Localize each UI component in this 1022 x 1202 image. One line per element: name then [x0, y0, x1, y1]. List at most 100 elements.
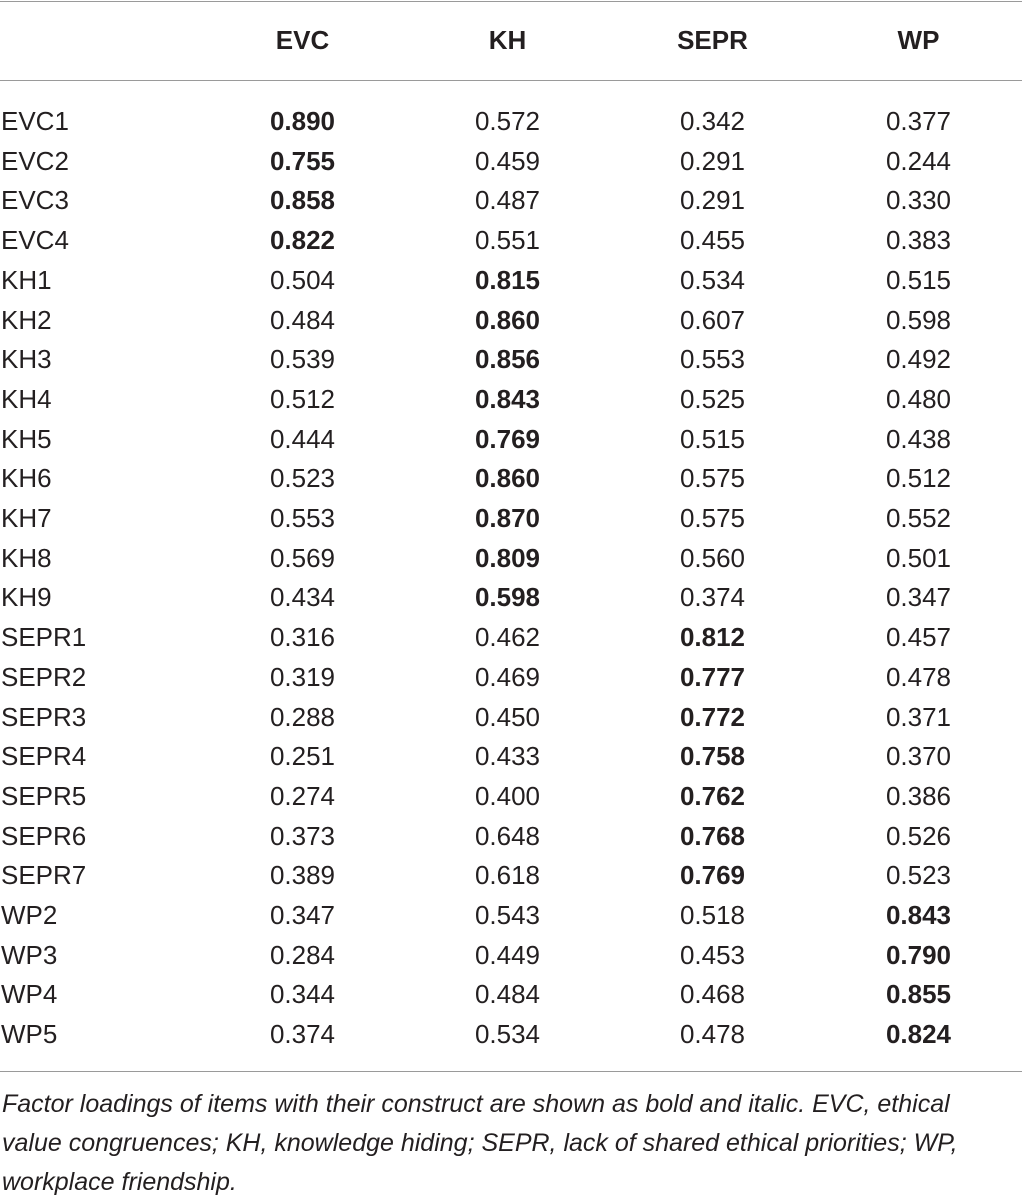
row-item-label: KH5 [1, 423, 52, 454]
loading-cell: 0.291 [679, 185, 746, 216]
loading-cell: 0.843 [885, 900, 952, 931]
loading-cell: 0.434 [269, 582, 336, 613]
loading-cell: 0.478 [885, 661, 952, 692]
loading-cell: 0.607 [679, 304, 746, 335]
loading-cell: 0.487 [474, 185, 541, 216]
table-row: KH9 0.434 0.598 0.374 0.347 [0, 578, 1022, 618]
loading-cell: 0.777 [679, 661, 746, 692]
loading-cell: 0.386 [885, 780, 952, 811]
header-sepr: SEPR [677, 24, 748, 55]
table-row: SEPR7 0.389 0.618 0.769 0.523 [0, 856, 1022, 896]
table-row: EVC1 0.890 0.572 0.342 0.377 [0, 80, 1022, 142]
loading-cell: 0.449 [474, 939, 541, 970]
table-row: SEPR2 0.319 0.469 0.777 0.478 [0, 658, 1022, 698]
row-item-label: KH9 [1, 582, 52, 613]
table-row: SEPR1 0.316 0.462 0.812 0.457 [0, 618, 1022, 658]
loading-cell: 0.344 [269, 979, 336, 1010]
row-item-label: KH1 [1, 264, 52, 295]
row-item-label: KH2 [1, 304, 52, 335]
loading-cell: 0.758 [679, 741, 746, 772]
loading-cell: 0.459 [474, 145, 541, 176]
loading-cell: 0.598 [474, 582, 541, 613]
loading-cell: 0.374 [679, 582, 746, 613]
loading-cell: 0.492 [885, 344, 952, 375]
loading-cell: 0.618 [474, 860, 541, 891]
loading-cell: 0.288 [269, 701, 336, 732]
table-row: KH6 0.523 0.860 0.575 0.512 [0, 459, 1022, 499]
loading-cell: 0.450 [474, 701, 541, 732]
loading-cell: 0.523 [885, 860, 952, 891]
loading-cell: 0.438 [885, 423, 952, 454]
table-row: KH3 0.539 0.856 0.553 0.492 [0, 340, 1022, 380]
loading-cell: 0.383 [885, 225, 952, 256]
row-item-label: SEPR5 [1, 780, 87, 811]
loading-cell: 0.512 [269, 383, 336, 414]
row-item-label: SEPR1 [1, 622, 87, 653]
table-row: WP3 0.284 0.449 0.453 0.790 [0, 936, 1022, 976]
header-item [0, 0, 200, 80]
row-item-label: KH6 [1, 463, 52, 494]
loading-cell: 0.525 [679, 383, 746, 414]
loading-cell: 0.373 [269, 820, 336, 851]
row-item-label: WP3 [1, 939, 58, 970]
table-row: SEPR4 0.251 0.433 0.758 0.370 [0, 737, 1022, 777]
loading-cell: 0.518 [679, 900, 746, 931]
loading-cell: 0.553 [679, 344, 746, 375]
row-item-label: SEPR7 [1, 860, 87, 891]
loading-cell: 0.444 [269, 423, 336, 454]
table-row: KH8 0.569 0.809 0.560 0.501 [0, 539, 1022, 579]
row-item-label: SEPR2 [1, 661, 87, 692]
loading-cell: 0.371 [885, 701, 952, 732]
row-item-label: EVC4 [1, 225, 69, 256]
loading-cell: 0.769 [474, 423, 541, 454]
row-item-label: SEPR3 [1, 701, 87, 732]
row-item-label: EVC1 [1, 106, 69, 136]
table-row: EVC4 0.822 0.551 0.455 0.383 [0, 221, 1022, 261]
loading-cell: 0.400 [474, 780, 541, 811]
table-row: KH5 0.444 0.769 0.515 0.438 [0, 420, 1022, 460]
loading-cell: 0.244 [885, 145, 952, 176]
loading-cell: 0.453 [679, 939, 746, 970]
row-item-label: WP4 [1, 979, 58, 1010]
loading-cell: 0.501 [885, 542, 952, 573]
loading-cell: 0.648 [474, 820, 541, 851]
loading-cell: 0.755 [269, 145, 336, 176]
loading-cell: 0.858 [269, 185, 336, 216]
loading-cell: 0.543 [474, 900, 541, 931]
loading-cell: 0.824 [885, 1019, 952, 1050]
row-item-label: WP5 [1, 1019, 58, 1050]
row-item-label: SEPR6 [1, 820, 87, 851]
loading-cell: 0.526 [885, 820, 952, 851]
loading-cell: 0.843 [474, 383, 541, 414]
loading-cell: 0.822 [269, 225, 336, 256]
loading-cell: 0.480 [885, 383, 952, 414]
loading-cell: 0.856 [474, 344, 541, 375]
loading-cell: 0.468 [679, 979, 746, 1010]
loading-cell: 0.572 [474, 106, 541, 136]
loading-cell: 0.455 [679, 225, 746, 256]
loading-cell: 0.560 [679, 542, 746, 573]
row-item-label: SEPR4 [1, 741, 87, 772]
loading-cell: 0.772 [679, 701, 746, 732]
loading-cell: 0.389 [269, 860, 336, 891]
loading-cell: 0.870 [474, 503, 541, 534]
table-row: WP5 0.374 0.534 0.478 0.824 [0, 1015, 1022, 1055]
loading-cell: 0.553 [269, 503, 336, 534]
table-row: WP2 0.347 0.543 0.518 0.843 [0, 896, 1022, 936]
table-row: EVC2 0.755 0.459 0.291 0.244 [0, 142, 1022, 182]
loading-cell: 0.534 [679, 264, 746, 295]
row-item-label: KH8 [1, 542, 52, 573]
header-evc: EVC [275, 24, 330, 55]
bottom-rule [0, 1071, 1022, 1072]
row-item-label: KH7 [1, 503, 52, 534]
loading-cell: 0.860 [474, 304, 541, 335]
loading-cell: 0.809 [474, 542, 541, 573]
loading-cell: 0.342 [679, 106, 746, 136]
header-rule [0, 80, 1022, 81]
table-body: EVC1 0.890 0.572 0.342 0.377 EVC2 0.755 0.459 0.… [0, 80, 1022, 1055]
loading-cell: 0.769 [679, 860, 746, 891]
table-row: SEPR6 0.373 0.648 0.768 0.526 [0, 817, 1022, 857]
loading-cell: 0.552 [885, 503, 952, 534]
table-row: SEPR5 0.274 0.400 0.762 0.386 [0, 777, 1022, 817]
